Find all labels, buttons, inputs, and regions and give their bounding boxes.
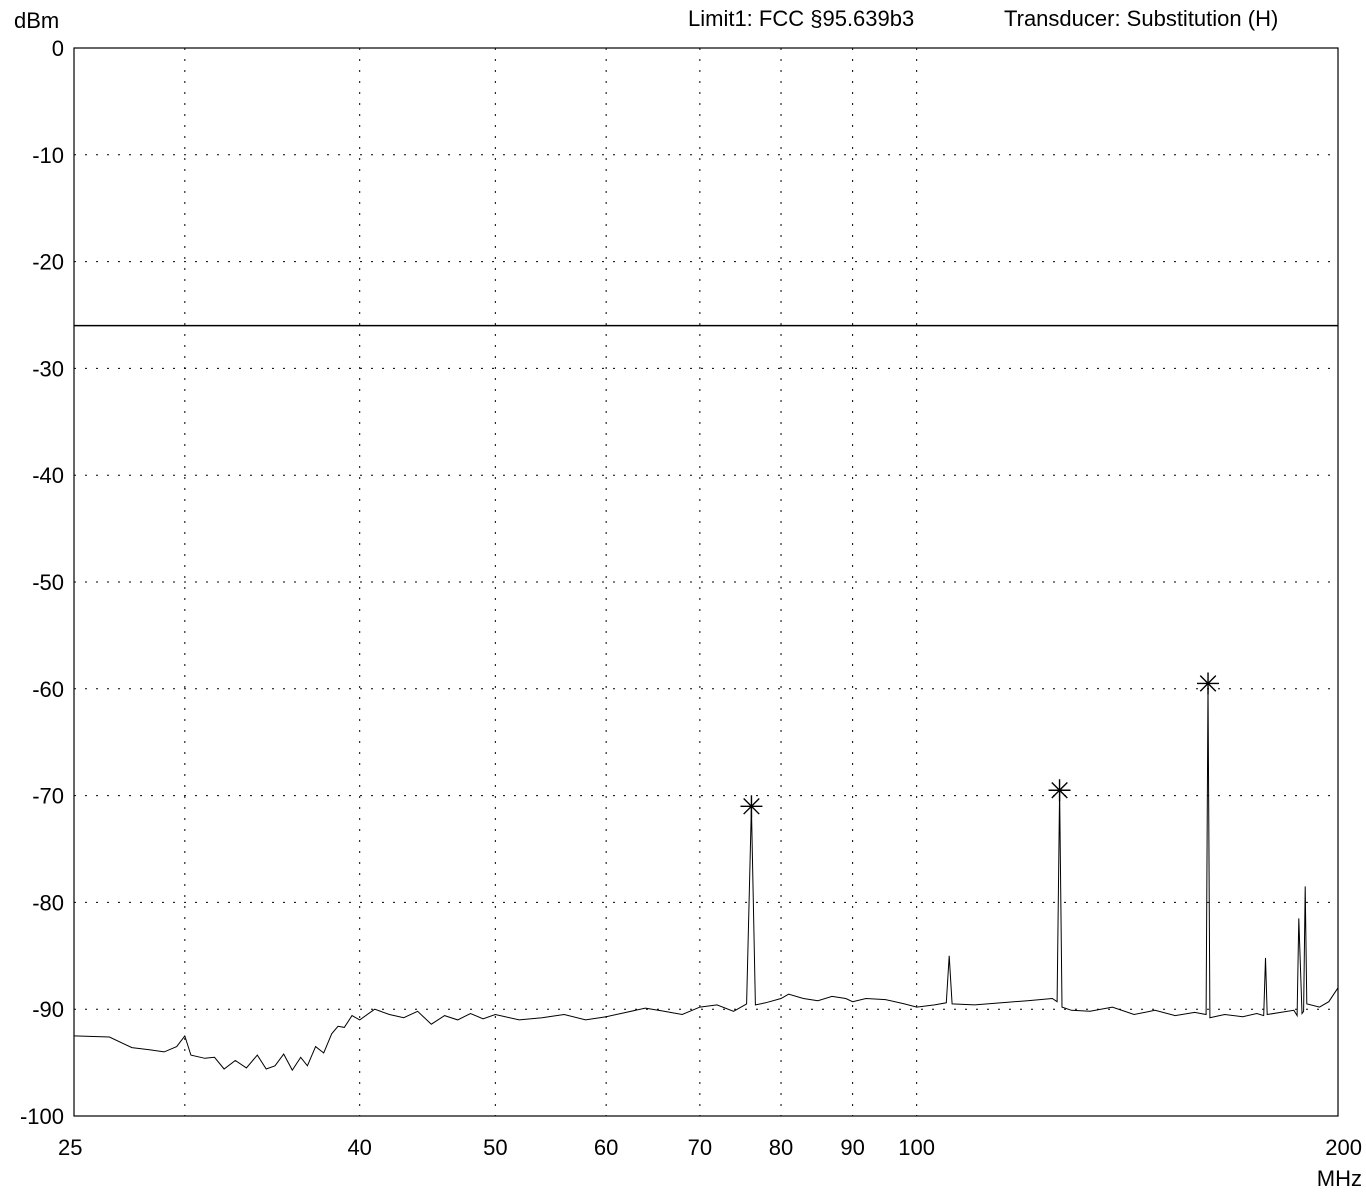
peak-marker <box>1197 672 1220 695</box>
x-tick-label: 100 <box>898 1135 935 1160</box>
x-tick-label: 40 <box>347 1135 371 1160</box>
plot-frame <box>73 47 1339 1117</box>
y-tick-label: -60 <box>32 677 64 702</box>
y-tick-label: 0 <box>52 36 64 61</box>
x-tick-labels: 25 40 50 60 70 80 90 100 200 <box>58 1135 1362 1160</box>
trace <box>73 683 1339 1072</box>
x-tick-label: 50 <box>483 1135 507 1160</box>
x-tick-label: 90 <box>840 1135 864 1160</box>
x-tick-label: 60 <box>594 1135 618 1160</box>
y-tick-label: -10 <box>32 143 64 168</box>
y-tick-label: -100 <box>20 1104 64 1129</box>
x-axis-unit: MHz <box>1317 1166 1362 1191</box>
y-tick-labels: 0 -10 -20 -30 -40 -50 -60 -70 -80 -90 -100 <box>20 36 64 1129</box>
y-tick-label: -30 <box>32 356 64 381</box>
x-tick-label: 25 <box>58 1135 82 1160</box>
limit-label: Limit1: FCC §95.639b3 <box>688 6 915 31</box>
y-tick-label: -40 <box>32 463 64 488</box>
grid <box>74 48 1338 1116</box>
peak-marker <box>740 795 763 818</box>
x-tick-label: 80 <box>769 1135 793 1160</box>
y-tick-label: -20 <box>32 250 64 275</box>
transducer-label: Transducer: Substitution (H) <box>1004 6 1279 31</box>
x-tick-label: 70 <box>688 1135 712 1160</box>
trace-line <box>73 683 1339 1072</box>
y-tick-label: -50 <box>32 570 64 595</box>
peak-marker <box>1048 779 1071 802</box>
y-tick-label: -70 <box>32 784 64 809</box>
y-axis-unit: dBm <box>14 8 59 33</box>
peak-markers <box>740 672 1220 818</box>
y-tick-label: -90 <box>32 997 64 1022</box>
x-tick-label: 200 <box>1325 1135 1362 1160</box>
y-tick-label: -80 <box>32 890 64 915</box>
